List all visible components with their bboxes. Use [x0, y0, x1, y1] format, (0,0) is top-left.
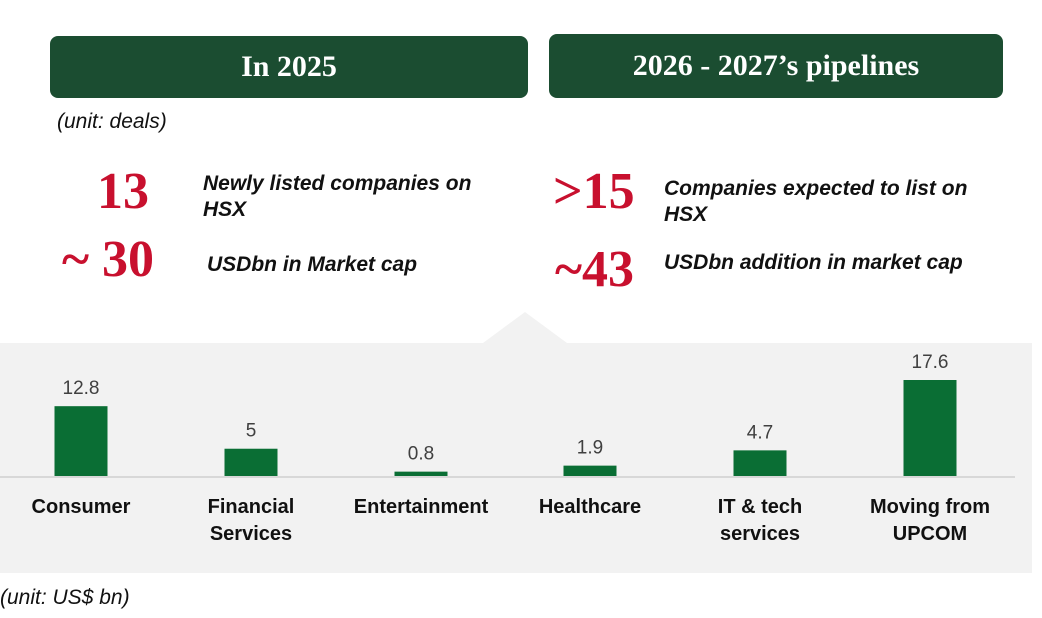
unit-usd-label: (unit: US$ bn): [0, 586, 130, 609]
category-label-5-line-0: Moving from: [870, 496, 990, 518]
stat-value-market-cap: ~ 30: [62, 231, 155, 288]
bar-5: [903, 380, 957, 476]
chart-panel: [0, 343, 1032, 573]
data-label-4: 4.7: [747, 422, 773, 443]
category-label-2-line-0: Entertainment: [354, 496, 489, 518]
bar-4: [733, 450, 787, 476]
category-label-4-line-1: services: [720, 523, 800, 545]
stat-text-newly-listed: Newly listed companies on HSX: [203, 172, 472, 221]
bar-3: [563, 465, 617, 476]
stat-value-market-cap-addition: ~43: [555, 241, 635, 298]
category-label-1-line-1: Services: [210, 523, 292, 545]
stat-text-market-cap-addition: USDbn addition in market cap: [664, 251, 963, 274]
category-label-4-line-0: IT & tech: [718, 496, 802, 518]
data-label-5: 17.6: [912, 352, 949, 373]
category-label-5-line-1: UPCOM: [893, 523, 967, 545]
category-label-3-line-0: Healthcare: [539, 496, 641, 518]
unit-deals-label: (unit: deals): [57, 110, 167, 133]
header-in-2025: In 2025: [50, 36, 528, 98]
data-label-1: 5: [246, 421, 257, 442]
data-label-3: 1.9: [577, 438, 603, 459]
category-label-1-line-0: Financial: [208, 496, 295, 518]
data-label-0: 12.8: [63, 378, 100, 399]
bar-0: [54, 406, 108, 476]
stat-value-expected-listings: >15: [553, 163, 635, 220]
bar-1: [224, 448, 278, 476]
stat-value-newly-listed: 13: [97, 163, 149, 220]
category-label-0-line-0: Consumer: [32, 496, 131, 518]
header-pipelines: 2026 - 2027’s pipelines: [549, 34, 1003, 98]
stat-text-market-cap: USDbn in Market cap: [207, 253, 418, 276]
bar-2: [394, 471, 448, 476]
stat-text-expected-listings: Companies expected to list on HSX: [664, 177, 968, 226]
callout-notch: [483, 312, 567, 343]
data-label-2: 0.8: [408, 444, 434, 465]
